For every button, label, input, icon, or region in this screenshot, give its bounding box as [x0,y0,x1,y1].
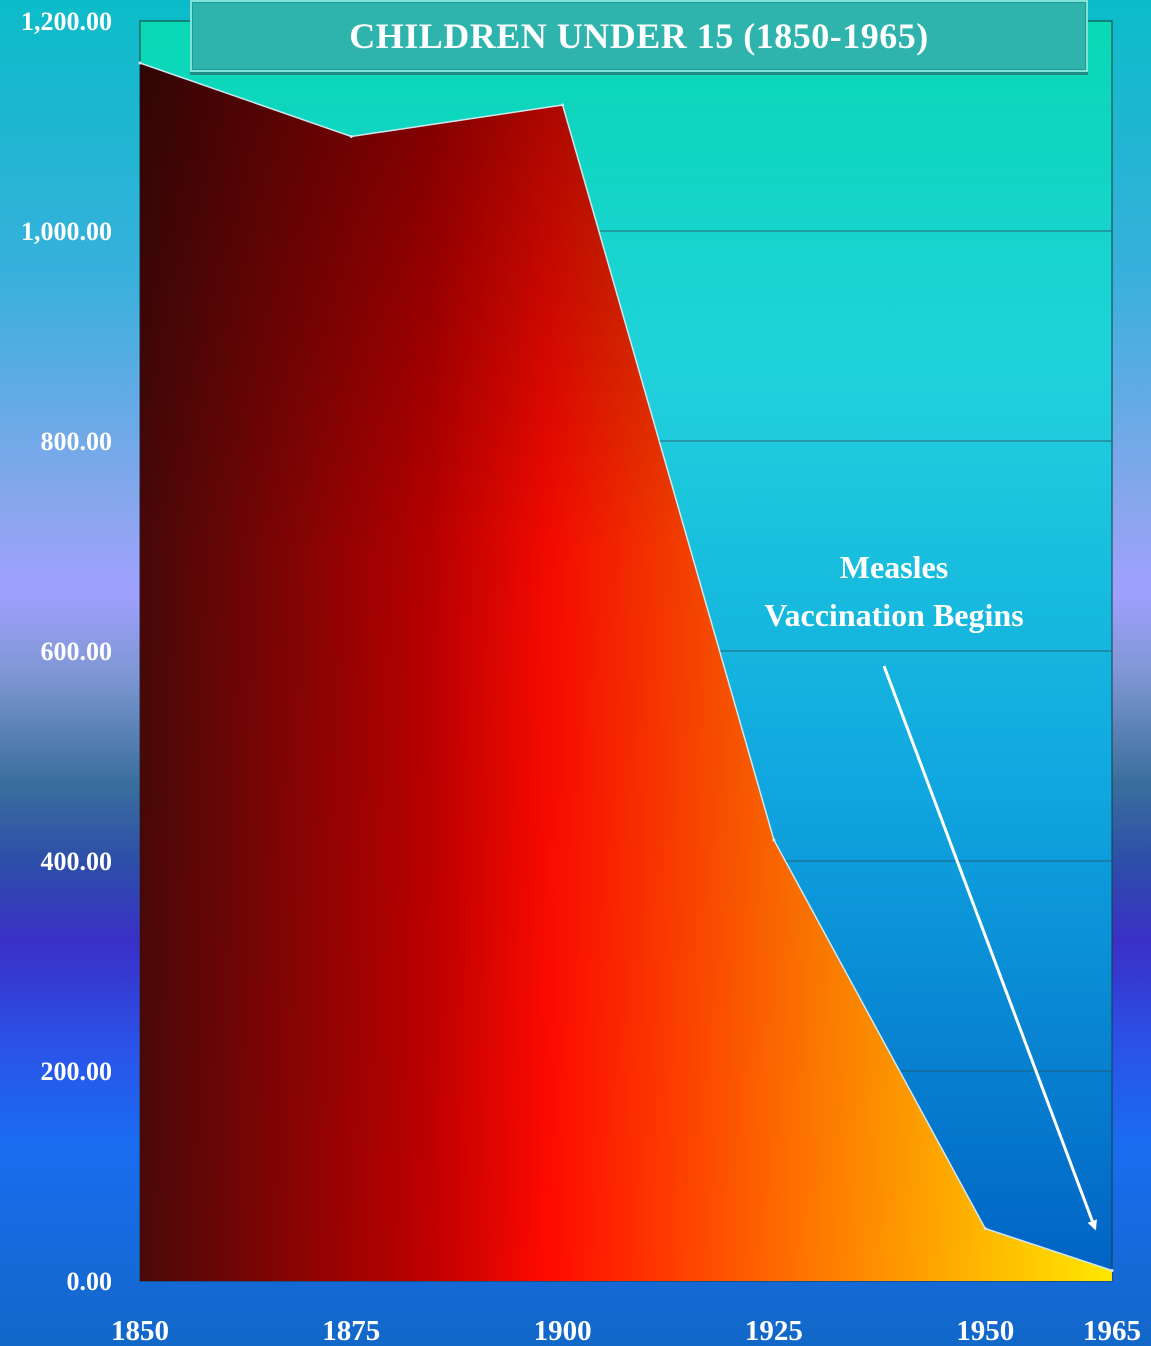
chart-title-box: CHILDREN UNDER 15 (1850-1965) [190,0,1088,72]
annotation-line-1: Measles [840,549,948,585]
annotation-line-2: Vaccination Begins [764,597,1023,633]
data-point [138,61,142,65]
y-tick-label: 600.00 [41,637,113,666]
data-point [983,1227,987,1230]
data-point [772,838,776,842]
data-point [1110,1269,1114,1272]
x-tick-label: 1925 [745,1315,803,1346]
x-tick-label: 1950 [956,1315,1014,1346]
y-tick-label: 400.00 [41,847,113,876]
data-point [561,103,565,107]
x-tick-label: 1965 [1083,1315,1141,1346]
x-tick-label: 1850 [111,1315,169,1346]
annotation: Measles Vaccination Begins [764,549,1097,1231]
y-tick-label: 200.00 [41,1057,113,1086]
data-point [349,135,353,138]
x-tick-label: 1900 [534,1315,592,1346]
x-axis-ticks: 1850 1875 1900 1925 1950 1965 [111,1315,1141,1346]
area-shade [140,63,1112,1281]
y-tick-label: 0.00 [67,1267,113,1296]
y-tick-label: 800.00 [41,427,113,456]
area-outline [139,62,1113,1272]
x-tick-label: 1875 [322,1315,380,1346]
y-tick-label: 1,200.00 [21,7,112,36]
y-tick-label: 1,000.00 [21,217,112,246]
y-axis-ticks: 0.00 200.00 400.00 600.00 800.00 1,000.00 1,20… [21,7,112,1296]
area-series [138,61,1114,1281]
annotation-arrow [882,665,1097,1231]
chart-title: CHILDREN UNDER 15 (1850-1965) [349,16,929,56]
